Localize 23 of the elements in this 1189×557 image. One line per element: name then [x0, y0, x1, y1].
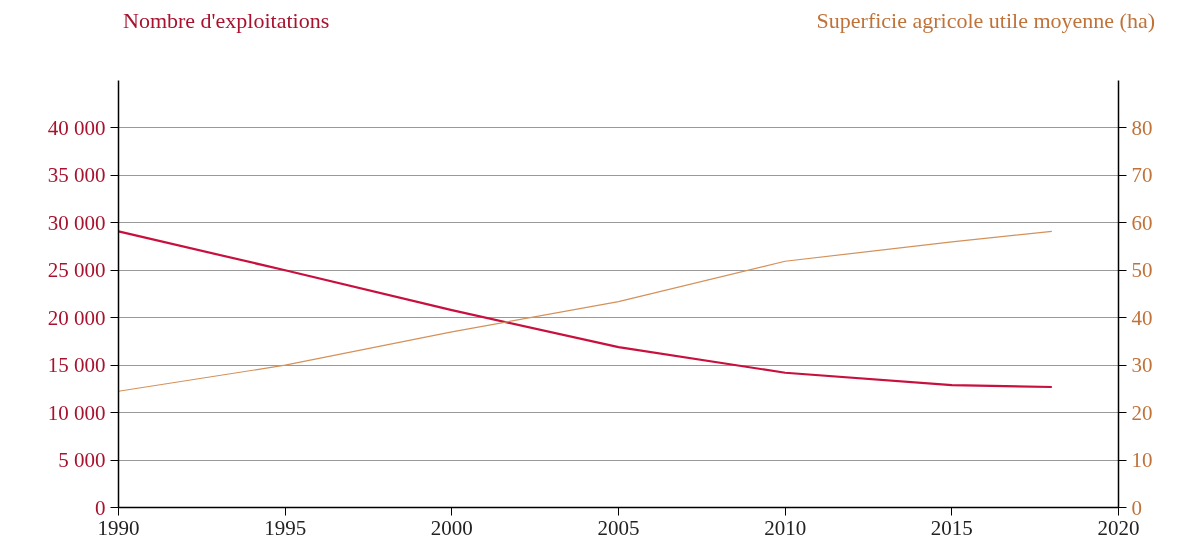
y-tick-label: 20 000	[47, 305, 106, 330]
x-tick-label: 2010	[764, 515, 807, 540]
y-tick-label: 10 000	[47, 400, 106, 425]
y-tick-label: 25 000	[47, 258, 106, 283]
y2-tick-label: 50	[1131, 258, 1153, 283]
y2-tick-label: 80	[1131, 115, 1153, 140]
y-tick-label: 40 000	[47, 115, 106, 140]
y-tick-label: 5 000	[58, 448, 106, 473]
y-tick-label: 15 000	[47, 353, 106, 378]
y2-tick-label: 40	[1131, 305, 1153, 330]
x-tick-label: 2015	[930, 515, 973, 540]
y2-tick-label: 70	[1131, 163, 1153, 188]
x-tick-label: 2000	[430, 515, 473, 540]
y-tick-label: 35 000	[47, 163, 106, 188]
y2-tick-label: 10	[1131, 448, 1153, 473]
y2-axis-title: Superficie agricole utile moyenne (ha)	[816, 7, 1155, 35]
y-axis-title: Nombre d'exploitations	[123, 7, 330, 35]
y2-tick-label: 60	[1131, 210, 1153, 235]
y2-tick-label: 30	[1131, 353, 1153, 378]
x-tick-label: 2005	[597, 515, 640, 540]
y-tick-label: 30 000	[47, 210, 106, 235]
x-tick-label: 1995	[264, 515, 307, 540]
y2-tick-label: 20	[1131, 400, 1153, 425]
